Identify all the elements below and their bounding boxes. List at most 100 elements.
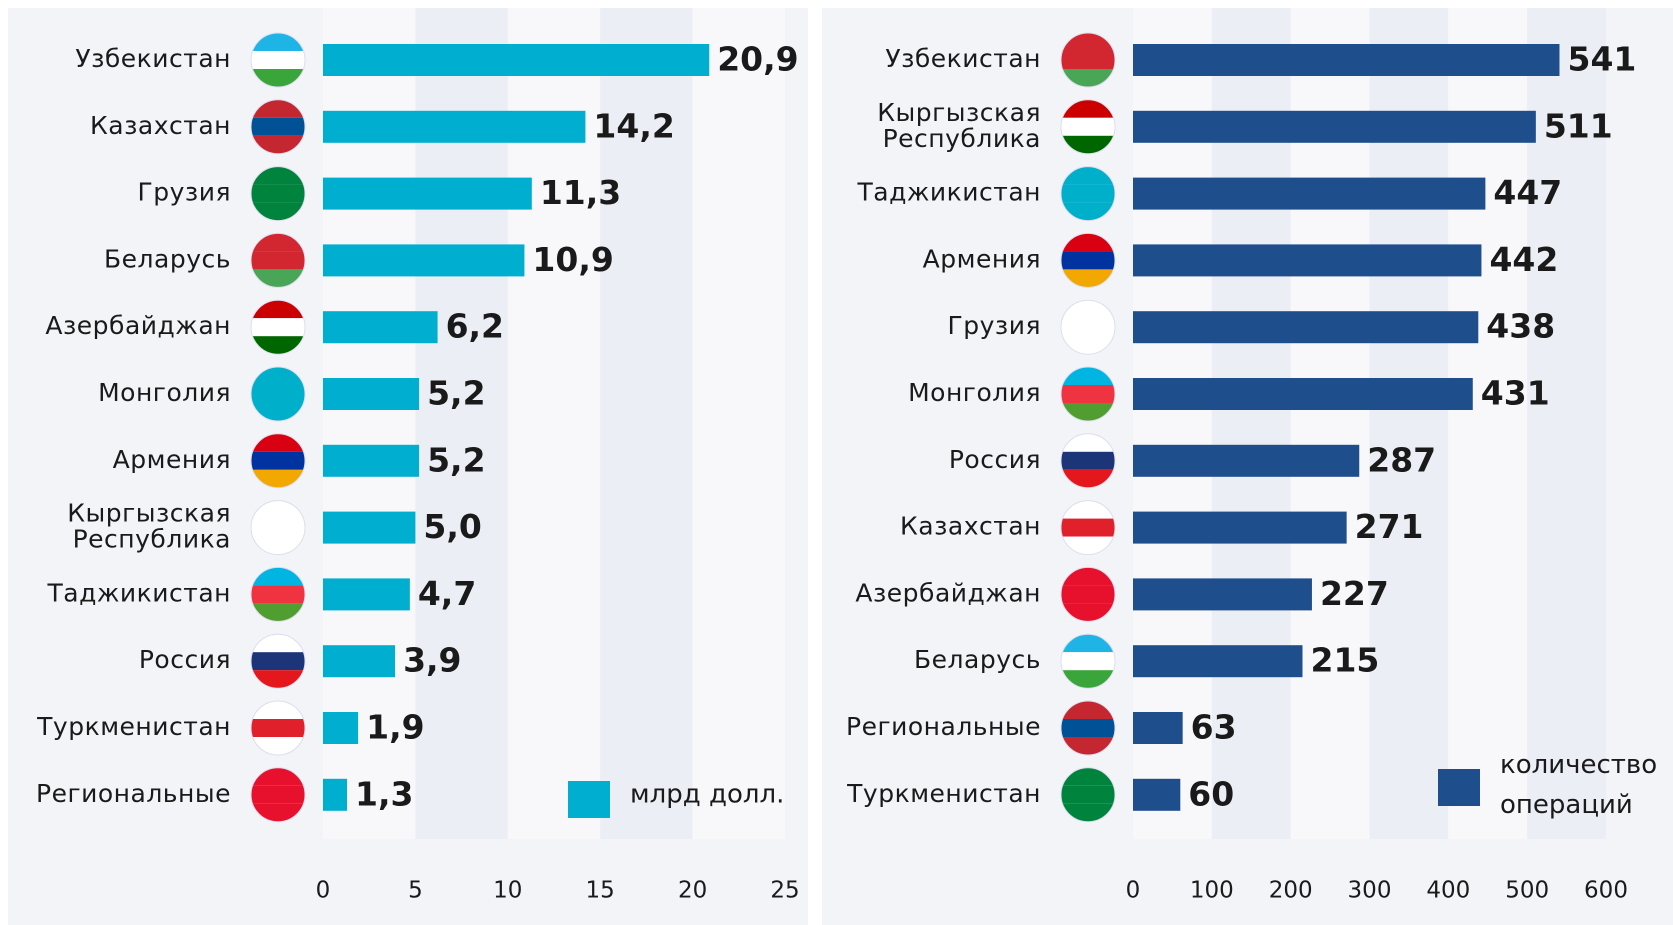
bar: [1133, 110, 1536, 143]
bar: [1133, 712, 1183, 744]
flag-stripe: [251, 518, 305, 537]
flag-icon: [1061, 634, 1115, 689]
flag-stripe: [251, 803, 305, 822]
value-label: 1,9: [366, 708, 424, 747]
value-label: 63: [1191, 708, 1237, 747]
flag-stripe: [1061, 701, 1115, 719]
bar: [1133, 311, 1479, 344]
x-tick-label: 20: [678, 878, 707, 904]
bar: [323, 578, 410, 611]
value-label: 5,0: [423, 507, 481, 546]
flag-stripe: [1061, 51, 1115, 69]
flag-stripe: [251, 99, 305, 118]
flag-rim: [1060, 700, 1116, 756]
flag-stripe: [251, 737, 305, 755]
flag-icon: [1061, 433, 1115, 488]
flag-stripe: [1061, 767, 1115, 786]
flag-stripe: [251, 451, 305, 470]
flag-stripe: [1061, 233, 1115, 252]
flag-stripe: [251, 51, 305, 69]
flag-icon: [1061, 99, 1115, 154]
value-label: 438: [1486, 307, 1555, 346]
legend-label: млрд долл.: [630, 780, 784, 810]
flag-stripe: [1061, 69, 1115, 87]
flag-stripe: [251, 403, 305, 421]
grid-band: [323, 8, 416, 839]
x-tick-label: 400: [1426, 878, 1470, 904]
flag-stripe: [1061, 567, 1115, 586]
category-label: Кыргызская Республика: [67, 499, 231, 554]
flag-stripe: [251, 767, 305, 786]
flag-stripe: [251, 367, 305, 385]
flag-stripe: [1061, 99, 1115, 118]
value-label: 215: [1310, 641, 1379, 680]
flag-icon: [1061, 300, 1115, 355]
x-tick-label: 10: [493, 878, 522, 904]
flag-icon: [251, 99, 305, 154]
flag-rim: [1060, 767, 1116, 823]
flag-icon: [251, 33, 305, 87]
bar: [1133, 645, 1303, 678]
value-label: 3,9: [403, 641, 461, 680]
x-tick-label: 0: [316, 878, 331, 904]
flag-icon: [251, 233, 305, 288]
category-label: Узбекистан: [75, 44, 231, 73]
flag-stripe: [251, 33, 305, 51]
flag-stripe: [251, 117, 305, 136]
bar: [1133, 44, 1560, 76]
flag-stripe: [251, 184, 305, 203]
flag-rim: [250, 232, 306, 288]
category-label: Региональные: [36, 779, 231, 808]
flag-stripe: [251, 202, 305, 221]
category-label: Монголия: [908, 378, 1041, 407]
flag-stripe: [1061, 300, 1115, 319]
category-label: Азербайджан: [855, 578, 1041, 607]
category-label: Таджикистан: [857, 178, 1041, 207]
flag-rim: [1060, 366, 1116, 422]
flag-rim: [250, 566, 306, 622]
flag-rim: [1060, 633, 1116, 689]
flag-stripe: [1061, 451, 1115, 470]
category-label: Казахстан: [90, 111, 231, 140]
legend-label: количество операций: [1500, 750, 1657, 820]
flag-icon: [1061, 33, 1115, 87]
flag-icon: [1061, 166, 1115, 221]
flag-rim: [250, 433, 306, 489]
category-label: Монголия: [98, 378, 231, 407]
bar: [1133, 444, 1360, 477]
value-label: 287: [1367, 440, 1436, 479]
flag-rim: [250, 633, 306, 689]
bar: [323, 177, 532, 210]
value-label: 271: [1355, 507, 1424, 546]
bar: [1133, 244, 1482, 277]
flag-icon: [251, 433, 305, 488]
flag-icon: [251, 300, 305, 355]
flag-stripe: [1061, 785, 1115, 804]
flag-rim: [1060, 433, 1116, 489]
flag-stripe: [1061, 135, 1115, 154]
flag-icon: [1061, 701, 1115, 755]
flag-rim: [1060, 166, 1116, 222]
value-label: 442: [1489, 240, 1558, 279]
flag-stripe: [251, 166, 305, 185]
flag-stripe: [1061, 184, 1115, 203]
flag-rim: [250, 500, 306, 556]
category-label: Узбекистан: [885, 44, 1041, 73]
flag-rim: [1060, 99, 1116, 155]
value-label: 541: [1567, 40, 1636, 79]
flag-stripe: [1061, 518, 1115, 537]
grid-band: [415, 8, 508, 839]
value-label: 431: [1481, 374, 1550, 413]
category-label: Региональные: [846, 712, 1041, 741]
bar: [323, 444, 420, 477]
x-tick-label: 600: [1584, 878, 1628, 904]
category-label: Туркменистан: [846, 779, 1041, 808]
flag-stripe: [251, 785, 305, 804]
legend-swatch: [568, 781, 610, 818]
flag-stripe: [251, 251, 305, 270]
flag-rim: [1060, 500, 1116, 556]
value-label: 6,2: [446, 307, 504, 346]
flag-stripe: [251, 536, 305, 555]
flag-rim: [250, 299, 306, 355]
flag-rim: [1060, 566, 1116, 622]
